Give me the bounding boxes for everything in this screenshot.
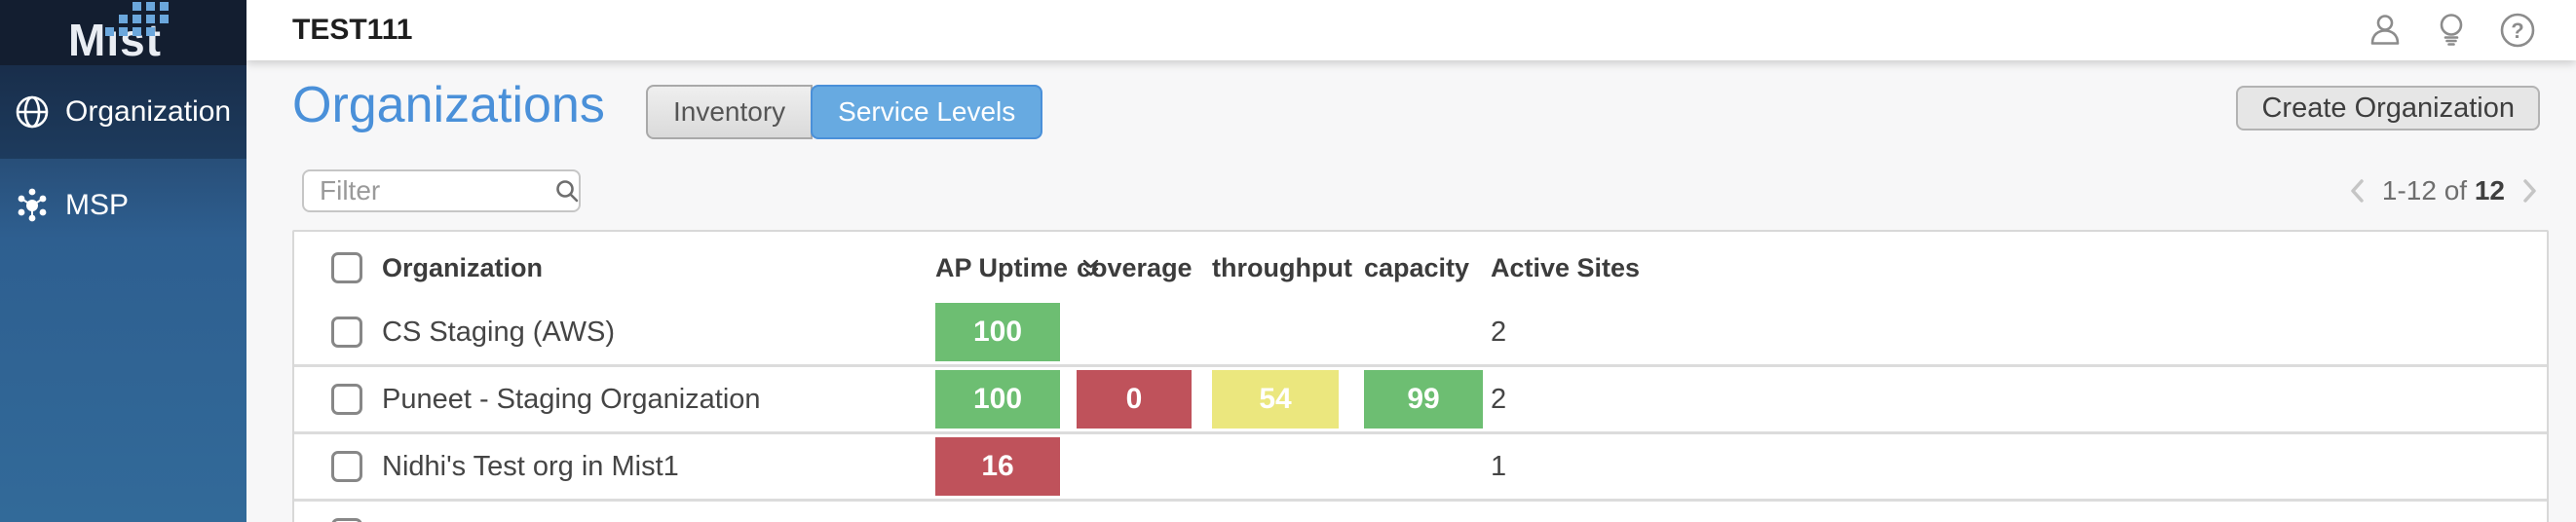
row-checkbox[interactable] — [331, 451, 362, 482]
sort-descending-icon — [1082, 259, 1099, 277]
column-header-organization: Organization — [382, 253, 544, 282]
active-sites-count: 2 — [1491, 384, 1507, 415]
filter-input[interactable] — [302, 169, 581, 212]
mist-logo-text: Mıst — [68, 15, 162, 65]
column-header-coverage: coverage — [1077, 253, 1193, 282]
active-sites-count: 2 — [1491, 317, 1507, 348]
table-header: Organization AP Uptime coverage throughp… — [294, 232, 2547, 300]
column-header-capacity: capacity — [1364, 253, 1470, 282]
page-title: Organizations — [292, 77, 605, 133]
table-row[interactable]: hkkkkkkk 1 — [294, 499, 2547, 522]
prev-page-icon[interactable] — [2347, 176, 2368, 205]
topbar: TEST111 ? — [246, 0, 2576, 60]
sidebar-item-organization[interactable]: Organization — [0, 65, 246, 159]
row-checkbox[interactable] — [331, 317, 362, 348]
pagination: 1-12 of 12 — [2347, 175, 2540, 206]
ap-uptime-badge[interactable]: 100 — [935, 370, 1060, 429]
main-content: Organizations Inventory Service Levels C… — [246, 60, 2576, 522]
lightbulb-icon[interactable] — [2432, 11, 2471, 50]
active-sites-count: 1 — [1491, 451, 1507, 482]
pagination-range: 1-12 of 12 — [2381, 175, 2505, 205]
column-header-throughput: throughput — [1212, 253, 1352, 282]
pagination-total: 12 — [2474, 175, 2505, 205]
table-row[interactable]: CS Staging (AWS) 100 2 — [294, 300, 2547, 364]
globe-icon — [16, 95, 49, 129]
table-body: CS Staging (AWS) 100 2 Puneet - Staging … — [294, 300, 2547, 522]
create-organization-button[interactable]: Create Organization — [2236, 86, 2540, 130]
msp-hub-icon — [18, 188, 47, 222]
coverage-badge[interactable]: 0 — [1077, 370, 1192, 429]
org-name-title: TEST111 — [292, 14, 413, 46]
next-page-icon[interactable] — [2519, 176, 2540, 205]
row-checkbox[interactable] — [331, 518, 362, 522]
organization-name[interactable]: Puneet - Staging Organization — [382, 384, 761, 415]
tab-inventory[interactable]: Inventory — [646, 85, 814, 139]
view-toggle: Inventory Service Levels — [646, 85, 1043, 139]
filter-box — [302, 169, 581, 212]
organization-name[interactable]: hkkkkkkk — [382, 502, 497, 522]
table-row[interactable]: Nidhi's Test org in Mist1 16 1 — [294, 431, 2547, 499]
organization-name[interactable]: CS Staging (AWS) — [382, 317, 616, 348]
sidebar-nav: Organization MSP — [0, 65, 246, 522]
select-all-checkbox[interactable] — [331, 252, 362, 283]
active-sites-count: 1 — [1491, 502, 1506, 522]
sidebar-item-label: MSP — [65, 189, 130, 221]
capacity-badge[interactable]: 99 — [1364, 370, 1483, 429]
mist-logo: Mıst — [0, 0, 246, 65]
tab-service-levels[interactable]: Service Levels — [811, 85, 1043, 139]
user-icon[interactable] — [2366, 11, 2405, 50]
topbar-icons: ? — [2366, 11, 2537, 50]
organizations-table: Organization AP Uptime coverage throughp… — [292, 230, 2549, 522]
row-checkbox[interactable] — [331, 384, 362, 415]
throughput-badge[interactable]: 54 — [1212, 370, 1339, 429]
sidebar: Mıst Organization — [0, 0, 246, 522]
sidebar-item-label: Organization — [65, 95, 232, 128]
table-row[interactable]: Puneet - Staging Organization 100 0 54 9… — [294, 364, 2547, 431]
ap-uptime-badge[interactable]: 100 — [935, 303, 1060, 361]
search-icon — [556, 180, 579, 203]
sidebar-item-msp[interactable]: MSP — [0, 159, 246, 252]
column-header-ap-uptime[interactable]: AP Uptime — [935, 232, 1099, 304]
column-header-active-sites: Active Sites — [1491, 253, 1641, 282]
organization-name[interactable]: Nidhi's Test org in Mist1 — [382, 451, 679, 482]
mist-logo-bars-icon — [105, 2, 169, 36]
ap-uptime-badge[interactable]: 16 — [935, 437, 1060, 496]
help-icon[interactable]: ? — [2498, 11, 2537, 50]
svg-text:?: ? — [2511, 19, 2523, 43]
